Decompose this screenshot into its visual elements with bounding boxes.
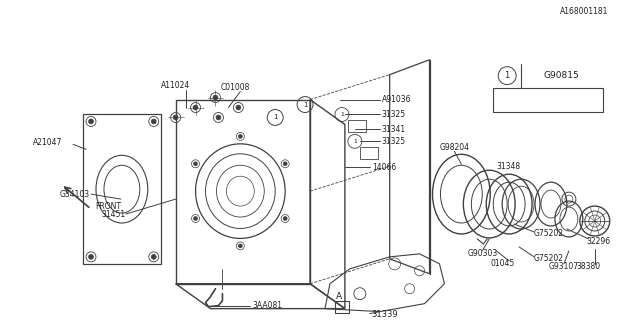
Text: G34103: G34103 <box>59 190 90 199</box>
Circle shape <box>236 105 241 110</box>
Circle shape <box>238 134 243 138</box>
Text: A168001181: A168001181 <box>561 7 609 16</box>
Circle shape <box>151 254 156 259</box>
Text: 32296: 32296 <box>587 237 611 246</box>
Text: 31341: 31341 <box>381 125 406 134</box>
Text: FRONT: FRONT <box>95 202 121 211</box>
Circle shape <box>88 254 93 259</box>
Text: 31348: 31348 <box>496 162 520 171</box>
Text: 31451: 31451 <box>101 210 125 219</box>
Text: 1: 1 <box>273 115 278 120</box>
Circle shape <box>193 162 198 166</box>
Text: 1: 1 <box>504 71 510 80</box>
Circle shape <box>193 217 198 220</box>
Circle shape <box>193 105 198 110</box>
Text: 14066: 14066 <box>372 163 396 172</box>
Circle shape <box>283 217 287 220</box>
Text: 1: 1 <box>353 139 356 144</box>
Bar <box>360 147 378 159</box>
Circle shape <box>238 244 243 248</box>
Bar <box>493 88 603 111</box>
Circle shape <box>213 95 218 100</box>
Bar <box>348 120 366 132</box>
Text: G98204: G98204 <box>440 143 470 152</box>
Text: G93107: G93107 <box>549 262 579 271</box>
Text: 1: 1 <box>340 112 344 117</box>
Text: 31325: 31325 <box>381 137 406 146</box>
Text: G75202: G75202 <box>534 229 564 238</box>
Text: 3AA081: 3AA081 <box>252 301 282 310</box>
Circle shape <box>283 162 287 166</box>
Text: G90303: G90303 <box>467 249 497 258</box>
Text: 31325: 31325 <box>381 110 406 119</box>
Text: 38380: 38380 <box>577 262 601 271</box>
Circle shape <box>216 115 221 120</box>
Text: G90815: G90815 <box>543 71 579 80</box>
Circle shape <box>173 115 178 120</box>
Text: 1: 1 <box>303 101 307 108</box>
Circle shape <box>151 119 156 124</box>
Text: A91036: A91036 <box>381 95 412 104</box>
Text: A11024: A11024 <box>161 81 190 90</box>
Text: 31339: 31339 <box>372 310 398 319</box>
Text: 01045: 01045 <box>490 259 515 268</box>
Text: G75202: G75202 <box>534 254 564 263</box>
Text: A21047: A21047 <box>33 138 63 147</box>
Text: A: A <box>336 292 342 301</box>
Text: C01008: C01008 <box>221 83 250 92</box>
Bar <box>335 301 349 313</box>
Circle shape <box>88 119 93 124</box>
